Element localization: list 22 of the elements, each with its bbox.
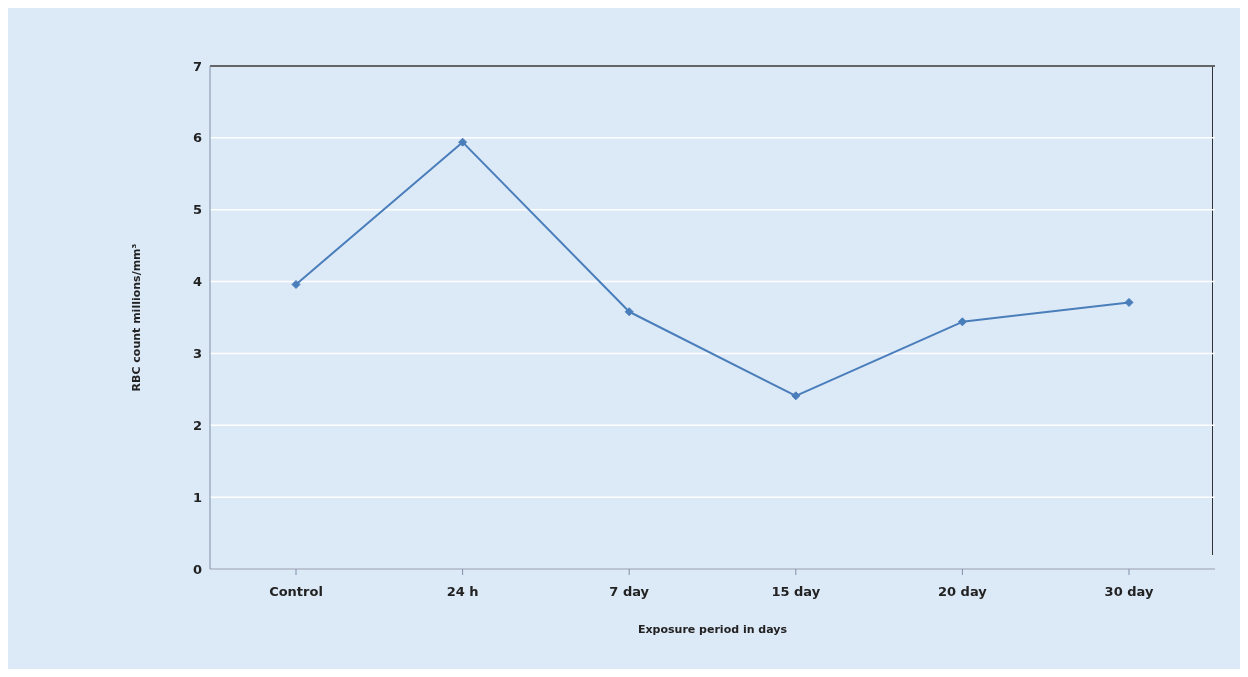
x-tick-label: Control [269,584,323,600]
y-tick-label: 7 [192,58,202,74]
y-tick-label: 2 [192,417,202,433]
x-tick-label: 30 day [1104,584,1154,600]
y-axis-title: RBC count millions/mm³ [129,243,143,392]
point [624,307,634,317]
y-tick-label: 3 [192,346,202,362]
x-tick-label: 15 day [771,584,821,600]
x-axis-title: Exposure period in days [637,623,788,636]
y-tick-label: 4 [192,274,202,290]
point [1124,297,1134,307]
x-tick-label: 24 h [446,584,479,600]
y-tick-label: 1 [192,489,202,505]
x-tick-label: 20 day [938,584,988,600]
y-tick-label: 6 [192,130,202,146]
point [791,391,801,401]
point [957,317,967,327]
point [291,279,301,289]
x-tick-label: 7 day [609,584,650,600]
y-tick-label: 5 [192,202,202,218]
point [458,137,468,147]
y-tick-label: 0 [192,561,202,577]
